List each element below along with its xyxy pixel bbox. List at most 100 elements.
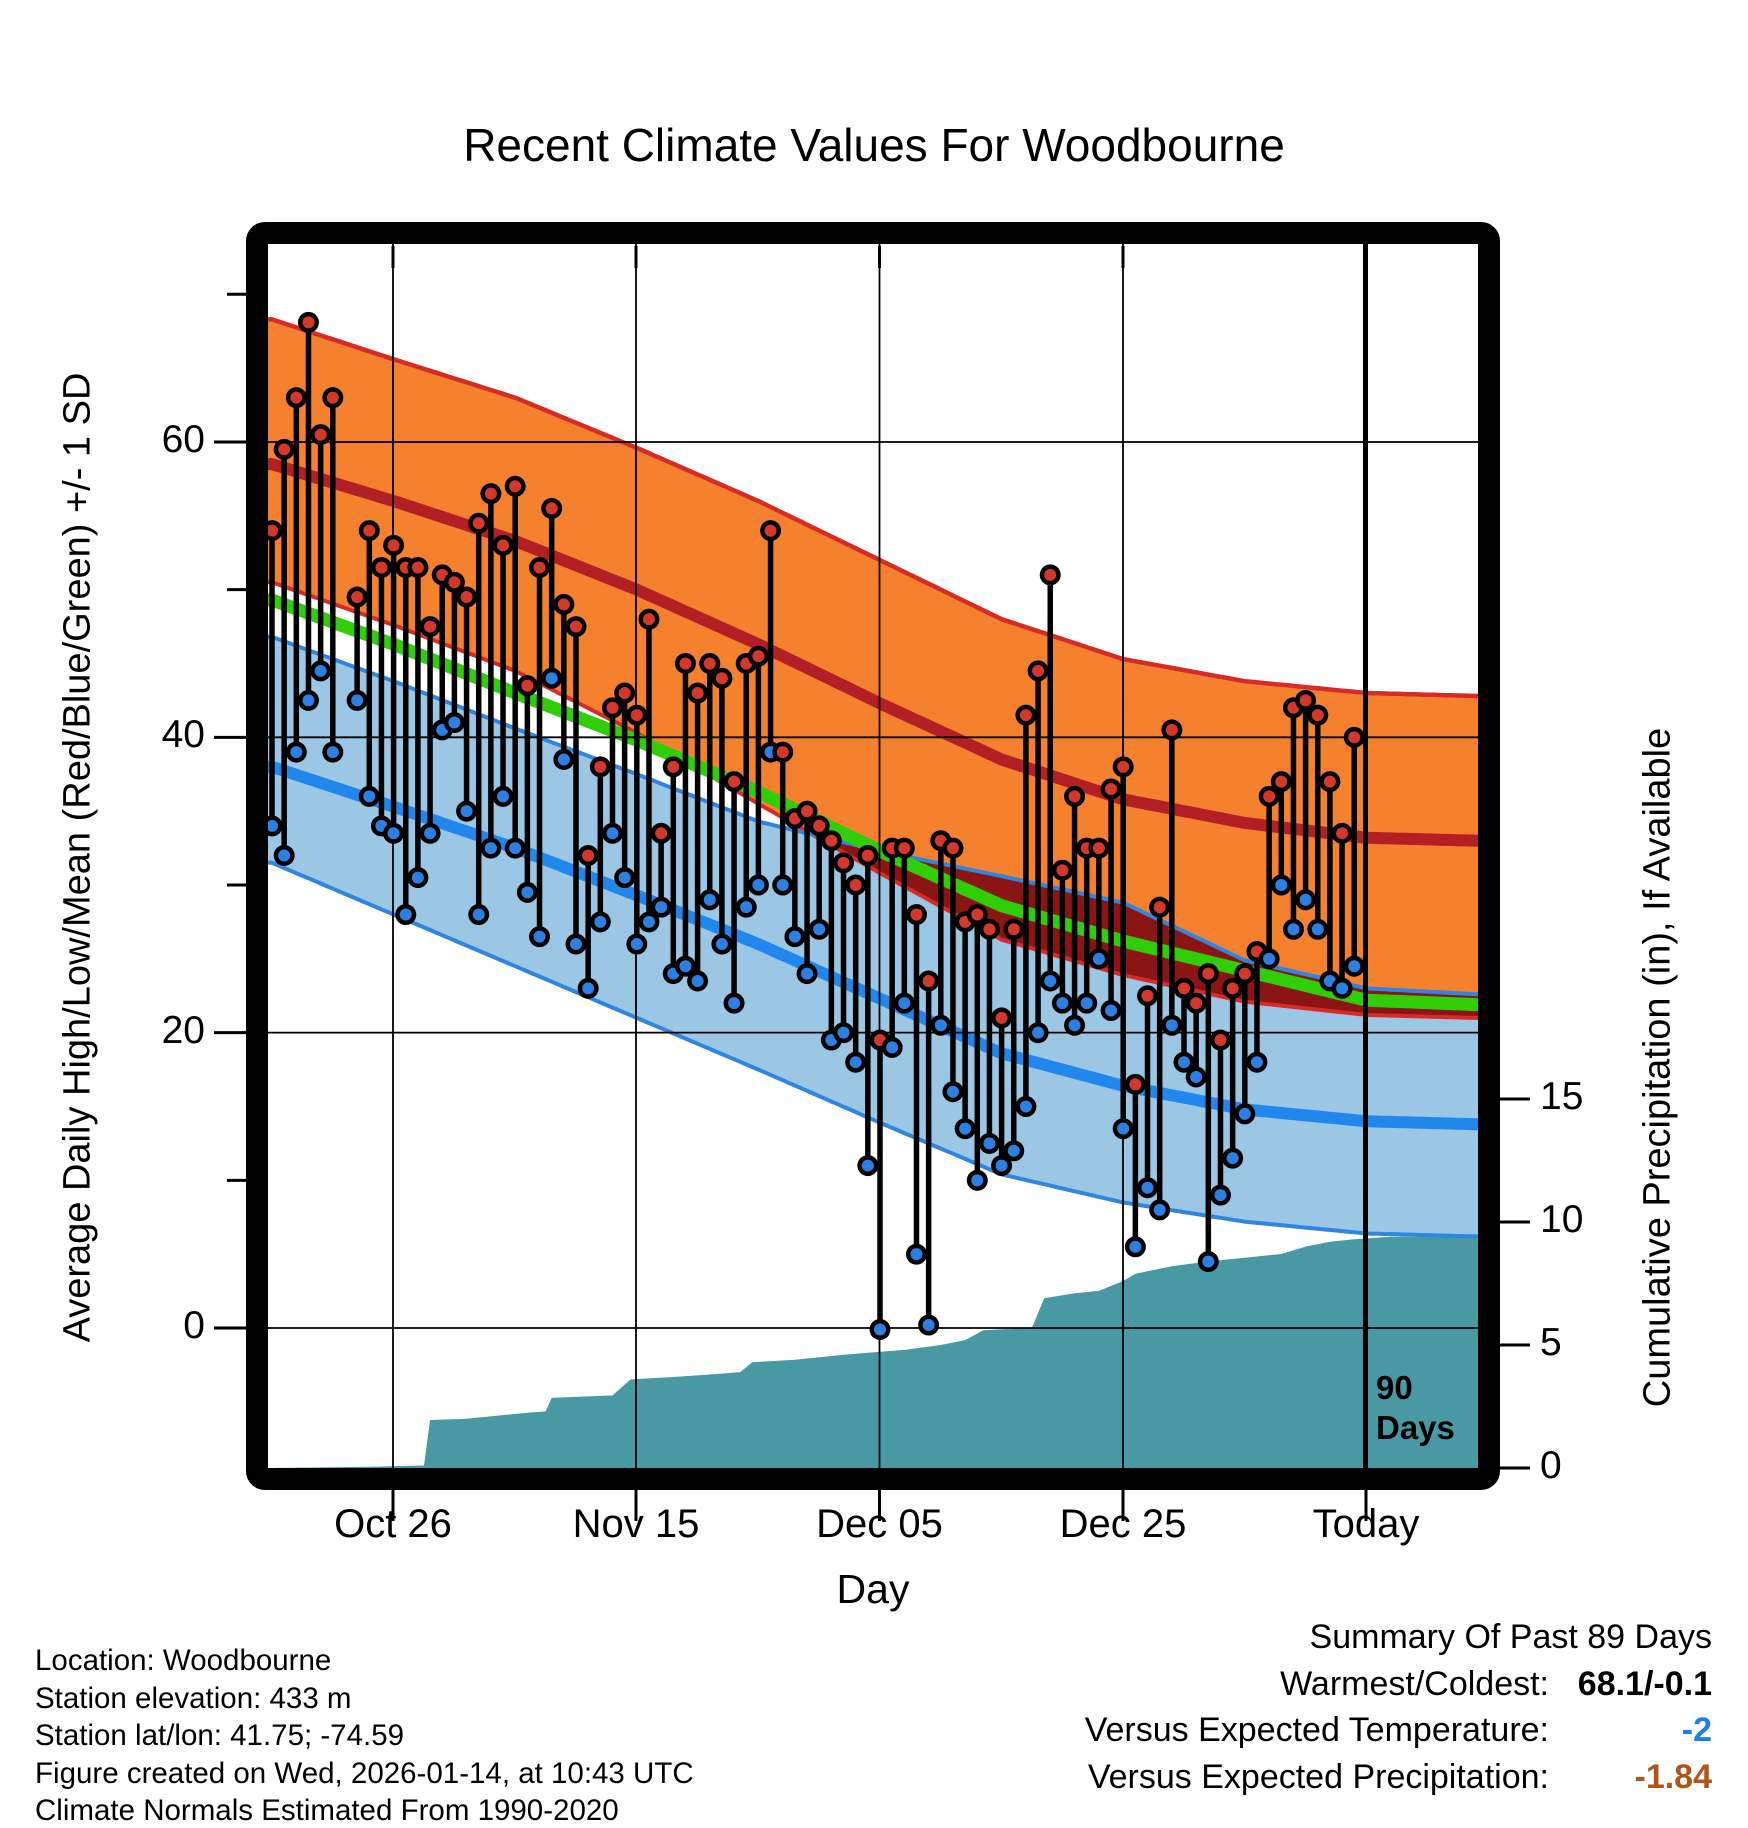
high-dot (667, 760, 680, 773)
daily-stem (268, 520, 283, 837)
daily-stem (1112, 756, 1134, 1140)
high-dot (703, 657, 716, 670)
low-dot (1190, 1070, 1203, 1083)
high-dot (1190, 997, 1203, 1010)
summary-row-vs-temperature: Versus Expected Temperature: -2 (1085, 1707, 1712, 1754)
low-dot (399, 908, 412, 921)
high-dot (910, 908, 923, 921)
high-dot (460, 591, 473, 604)
daily-stem (1039, 564, 1061, 992)
high-dot (497, 539, 510, 552)
low-dot (788, 930, 801, 943)
daily-stem (918, 970, 940, 1336)
high-dot (594, 760, 607, 773)
low-dot (728, 997, 741, 1010)
y-axis-left-label: Average Daily High/Low/Mean (Red/Blue/Gr… (56, 372, 99, 1343)
low-dot (387, 827, 400, 840)
high-dot (1117, 760, 1130, 773)
low-dot (1238, 1107, 1251, 1120)
low-dot (1275, 878, 1288, 891)
x-tick-label: Oct 26 (334, 1502, 452, 1546)
low-dot (801, 967, 814, 980)
high-dot (728, 775, 741, 788)
high-dot (691, 687, 704, 700)
daily-stem (589, 756, 611, 933)
daily-stem (723, 771, 745, 1014)
high-dot (801, 805, 814, 818)
plot-border (246, 222, 1500, 1490)
high-dot (752, 650, 765, 663)
summary-label: Versus Expected Precipitation: (1087, 1757, 1549, 1796)
low-dot (1336, 982, 1349, 995)
high-dot (448, 576, 461, 589)
low-dot (934, 1019, 947, 1032)
high-dot (1068, 790, 1081, 803)
low-dot (302, 694, 315, 707)
high-dot (1044, 568, 1057, 581)
daily-stem (1100, 778, 1122, 1022)
low-dot (268, 819, 278, 832)
daily-stem (565, 616, 587, 955)
low-dot (1019, 1100, 1032, 1113)
station-latlon: Station lat/lon: 41.75; -74.59 (35, 1719, 405, 1752)
low-mean-line (268, 760, 1478, 1131)
daily-stem (614, 682, 636, 889)
daily-stem (1246, 940, 1268, 1073)
high-dot (1336, 827, 1349, 840)
plot-area (268, 244, 1478, 1468)
ninety-days-line1: 90 (1376, 1369, 1413, 1406)
high-dot (375, 561, 388, 574)
daily-stem (1343, 726, 1365, 977)
low-dot (594, 915, 607, 928)
high-dot (278, 443, 291, 456)
high-dot (302, 316, 315, 329)
low-dot (861, 1159, 874, 1172)
low-dot (1068, 1019, 1081, 1032)
low-dot (1311, 923, 1324, 936)
low-dot (886, 1041, 899, 1054)
daily-stem (1307, 704, 1329, 940)
high-dot (1019, 709, 1032, 722)
daily-stem (991, 1007, 1013, 1177)
daily-stem (1197, 963, 1219, 1273)
high-dot (1226, 982, 1239, 995)
high-dot (1202, 967, 1215, 980)
daily-stem (468, 512, 490, 926)
daily-stem (796, 800, 818, 985)
daily-stem (1185, 992, 1207, 1088)
daily-stem (1234, 963, 1256, 1125)
daily-stem (480, 483, 502, 859)
high-dot (813, 819, 826, 832)
low-dot (691, 974, 704, 987)
daily-stem (978, 918, 1000, 1154)
low-dot (533, 930, 546, 943)
high-dot (1092, 842, 1105, 855)
low-dot (582, 982, 595, 995)
y-left-tick-label: 0 (183, 1304, 205, 1347)
high-dot (484, 487, 497, 500)
daily-stem (650, 822, 672, 918)
daily-stem (310, 424, 332, 682)
daily-stem (699, 652, 721, 911)
low-dot (1348, 960, 1361, 973)
high-dot (1129, 1078, 1142, 1091)
low-dot (837, 1026, 850, 1039)
daily-stem (1015, 704, 1037, 1117)
low-dot (424, 827, 437, 840)
daily-stem (541, 497, 563, 689)
high-dot (387, 539, 400, 552)
low-dot (813, 923, 826, 936)
low-dot (752, 878, 765, 891)
high-dot (1348, 731, 1361, 744)
daily-stem (1051, 859, 1073, 1014)
low-dot (1153, 1203, 1166, 1216)
daily-stem (687, 682, 709, 992)
low-dot (557, 753, 570, 766)
x-tick-label: Today (1312, 1502, 1420, 1546)
high-dot (1056, 864, 1069, 877)
low-dot (1007, 1144, 1020, 1157)
daily-stem (1270, 771, 1292, 896)
daily-stem (407, 556, 429, 889)
daily-stem (808, 815, 830, 940)
